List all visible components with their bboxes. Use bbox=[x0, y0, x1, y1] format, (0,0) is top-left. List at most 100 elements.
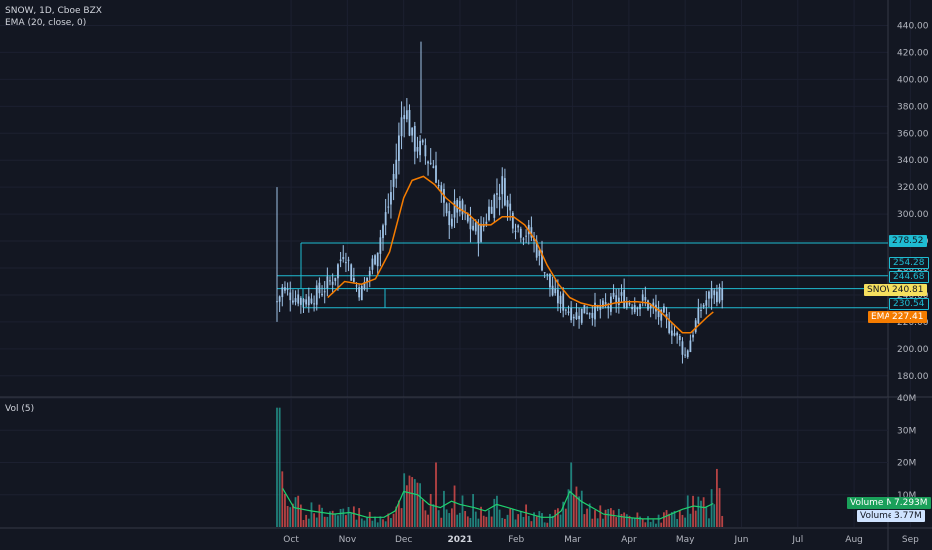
volume-bar bbox=[564, 508, 567, 527]
candle-body bbox=[588, 313, 591, 315]
volume-bar bbox=[403, 473, 406, 527]
volume-bar bbox=[721, 515, 724, 527]
volume-bar bbox=[347, 507, 350, 527]
candle-body bbox=[286, 289, 289, 291]
volume-bar bbox=[371, 520, 374, 527]
candle-body bbox=[292, 300, 294, 303]
candle-body bbox=[278, 296, 281, 302]
volume-bar bbox=[390, 518, 392, 527]
volume-bar bbox=[395, 506, 398, 527]
candle-body bbox=[657, 308, 660, 318]
candle-body bbox=[716, 291, 718, 303]
volume-bar bbox=[382, 519, 384, 527]
volume-bar bbox=[652, 519, 655, 527]
volume-bar bbox=[326, 516, 329, 527]
volume-bar bbox=[655, 523, 657, 527]
level-tag-244: 244.68 bbox=[889, 271, 929, 283]
price-tick-label: 400.00 bbox=[897, 75, 929, 85]
volume-bar bbox=[663, 512, 665, 527]
volume-bar bbox=[429, 493, 432, 527]
level-tag-278: 278.52 bbox=[889, 235, 927, 247]
volume-bar bbox=[543, 522, 546, 527]
candle-body bbox=[413, 125, 416, 152]
volume-bar bbox=[504, 518, 506, 527]
volume-bar bbox=[424, 510, 427, 527]
volume-bar bbox=[305, 514, 308, 527]
candle-body bbox=[519, 228, 522, 238]
candle-body bbox=[358, 287, 361, 298]
ema-price-label: EMA bbox=[868, 311, 894, 323]
ema-price-tag: 227.41 bbox=[889, 311, 927, 323]
volume-bar bbox=[398, 500, 400, 527]
candle-body bbox=[530, 227, 533, 238]
candle-body bbox=[392, 173, 395, 187]
volume-bar bbox=[660, 522, 663, 527]
candle-body bbox=[390, 192, 392, 205]
candle-body bbox=[310, 298, 313, 304]
ema-legend[interactable]: EMA (20, close, 0) bbox=[5, 18, 87, 28]
candle-body bbox=[586, 312, 588, 314]
candle-body bbox=[535, 240, 538, 258]
candle-body bbox=[345, 262, 347, 264]
volume-label: Volume bbox=[857, 510, 897, 522]
volume-bar bbox=[496, 495, 498, 527]
candle-body bbox=[541, 250, 543, 271]
volume-tag: 3.77M bbox=[891, 510, 925, 522]
volume-bar bbox=[315, 517, 318, 527]
volume-bar bbox=[477, 518, 480, 527]
volume-tick-label: 40M bbox=[897, 394, 916, 404]
month-label: Feb bbox=[508, 535, 524, 545]
volume-bar bbox=[307, 518, 310, 527]
candle-body bbox=[663, 306, 665, 313]
candle-body bbox=[692, 334, 694, 338]
candle-body bbox=[488, 206, 490, 221]
volume-bar bbox=[602, 518, 604, 527]
volume-bar bbox=[360, 518, 363, 527]
volume-bar bbox=[567, 489, 570, 527]
candle-body bbox=[684, 354, 686, 356]
volume-bar bbox=[421, 499, 424, 527]
candle-body bbox=[615, 295, 618, 304]
volume-ma-line[interactable] bbox=[282, 487, 714, 520]
volume-bar bbox=[458, 512, 461, 527]
candle-body bbox=[652, 302, 655, 307]
candle-body bbox=[305, 299, 308, 305]
candle-body bbox=[384, 212, 387, 226]
volume-bar bbox=[432, 504, 435, 527]
volume-bar bbox=[490, 516, 493, 527]
volume-bar bbox=[323, 516, 326, 527]
candle-body bbox=[580, 308, 583, 323]
candle-body bbox=[641, 294, 644, 301]
volume-bar bbox=[379, 516, 382, 527]
volume-bar bbox=[670, 512, 673, 527]
candle-body bbox=[570, 307, 573, 321]
volume-bar bbox=[469, 517, 472, 527]
candle-body bbox=[694, 320, 697, 333]
volume-bar bbox=[514, 519, 517, 527]
volume-bar bbox=[345, 515, 347, 527]
symbol-legend[interactable]: SNOW, 1D, Cboe BZX bbox=[5, 6, 102, 16]
candle-body bbox=[496, 193, 498, 195]
candle-body bbox=[400, 117, 403, 137]
volume-legend[interactable]: Vol (5) bbox=[5, 404, 35, 414]
volume-bar bbox=[673, 510, 676, 527]
candle-body bbox=[665, 313, 668, 319]
volume-bar bbox=[607, 508, 610, 527]
candle-body bbox=[437, 185, 440, 187]
candle-body bbox=[395, 159, 398, 179]
price-tick-label: 300.00 bbox=[897, 210, 929, 220]
price-tick-label: 320.00 bbox=[897, 183, 929, 193]
volume-bar bbox=[525, 504, 527, 527]
candle-body bbox=[625, 301, 628, 309]
candle-body bbox=[702, 304, 705, 307]
candle-body bbox=[352, 277, 355, 282]
volume-bar bbox=[604, 509, 607, 527]
volume-bar bbox=[416, 482, 419, 527]
ema-line[interactable] bbox=[327, 175, 714, 334]
volume-bar bbox=[472, 494, 474, 527]
volume-bar bbox=[501, 517, 504, 527]
volume-bar bbox=[509, 508, 512, 527]
volume-bar bbox=[612, 510, 615, 527]
volume-bar bbox=[488, 510, 490, 527]
